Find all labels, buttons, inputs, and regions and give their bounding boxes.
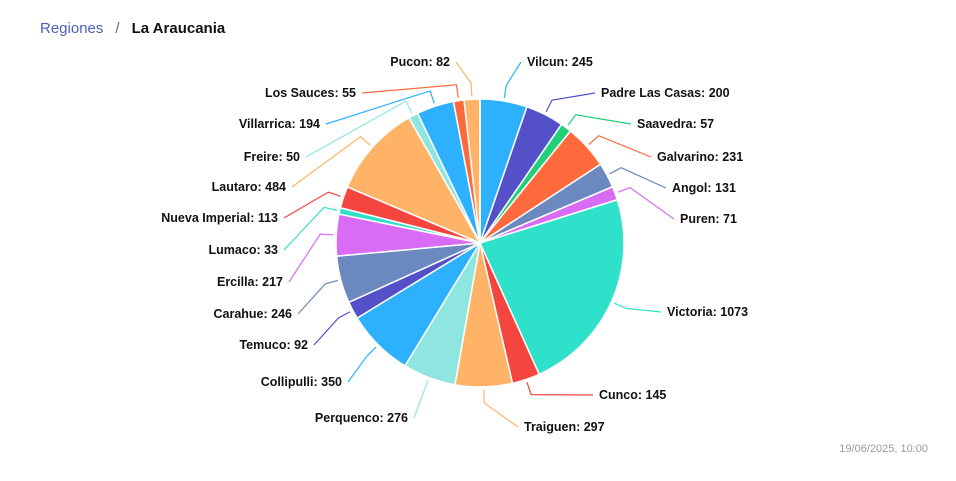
- timestamp: 19/06/2025, 10:00: [839, 443, 928, 455]
- slice-label-saavedra: Saavedra: 57: [637, 117, 714, 131]
- leader-line-freire: [305, 100, 413, 158]
- slice-label-cunco: Cunco: 145: [599, 388, 666, 402]
- leader-line-nueva-imperial: [283, 191, 341, 219]
- breadcrumb-current: La Araucania: [131, 20, 226, 37]
- pie-slice-lautaro[interactable]: [346, 116, 482, 245]
- leader-line-ercilla: [288, 233, 334, 283]
- leader-line-lautaro: [291, 135, 371, 188]
- leader-line-saavedra: [567, 114, 632, 126]
- leader-line-puren: [617, 186, 675, 220]
- leader-line-perquenco: [413, 380, 429, 419]
- leader-line-collipulli: [347, 346, 377, 383]
- slice-label-ercilla: Ercilla: 217: [217, 275, 283, 289]
- pie-slice-pucon[interactable]: [463, 98, 481, 244]
- slice-label-carahue: Carahue: 246: [213, 307, 292, 321]
- slice-label-lumaco: Lumaco: 33: [209, 243, 279, 257]
- leader-line-lumaco: [283, 206, 337, 251]
- slice-label-perquenco: Perquenco: 276: [315, 411, 408, 425]
- breadcrumb: Regiones / La Araucania: [40, 20, 225, 37]
- slice-label-galvarino: Galvarino: 231: [657, 150, 743, 164]
- slice-label-victoria: Victoria: 1073: [667, 305, 748, 319]
- slice-label-villarrica: Villarrica: 194: [239, 117, 320, 131]
- slice-label-temuco: Temuco: 92: [239, 338, 308, 352]
- leader-line-temuco: [313, 311, 351, 346]
- slice-label-freire: Freire: 50: [244, 150, 300, 164]
- leader-line-los-sauces: [361, 84, 459, 98]
- leader-line-villarrica: [325, 90, 435, 125]
- leader-line-cunco: [526, 382, 594, 396]
- leader-line-traiguen: [483, 389, 519, 428]
- slice-label-lautaro: Lautaro: 484: [212, 180, 286, 194]
- slice-label-collipulli: Collipulli: 350: [261, 375, 342, 389]
- leader-line-padre-las-casas: [545, 92, 596, 113]
- leader-line-carahue: [297, 279, 339, 315]
- breadcrumb-link-regiones[interactable]: Regiones: [40, 20, 104, 37]
- slice-label-angol: Angol: 131: [672, 181, 736, 195]
- leader-line-angol: [609, 167, 667, 189]
- slice-label-vilcun: Vilcun: 245: [527, 55, 593, 69]
- slice-label-los-sauces: Los Sauces: 55: [265, 86, 356, 100]
- leader-line-vilcun: [503, 61, 522, 99]
- slice-label-nueva-imperial: Nueva Imperial: 113: [161, 211, 278, 225]
- slice-label-puren: Puren: 71: [680, 212, 737, 226]
- slice-label-padre-las-casas: Padre Las Casas: 200: [601, 86, 730, 100]
- slice-label-pucon: Pucon: 82: [390, 55, 450, 69]
- pie-slice-victoria[interactable]: [478, 198, 625, 376]
- leader-line-pucon: [455, 61, 473, 97]
- leader-line-galvarino: [588, 135, 652, 158]
- leader-line-victoria: [613, 302, 662, 313]
- slice-label-traiguen: Traiguen: 297: [524, 420, 605, 434]
- breadcrumb-separator: /: [115, 20, 120, 37]
